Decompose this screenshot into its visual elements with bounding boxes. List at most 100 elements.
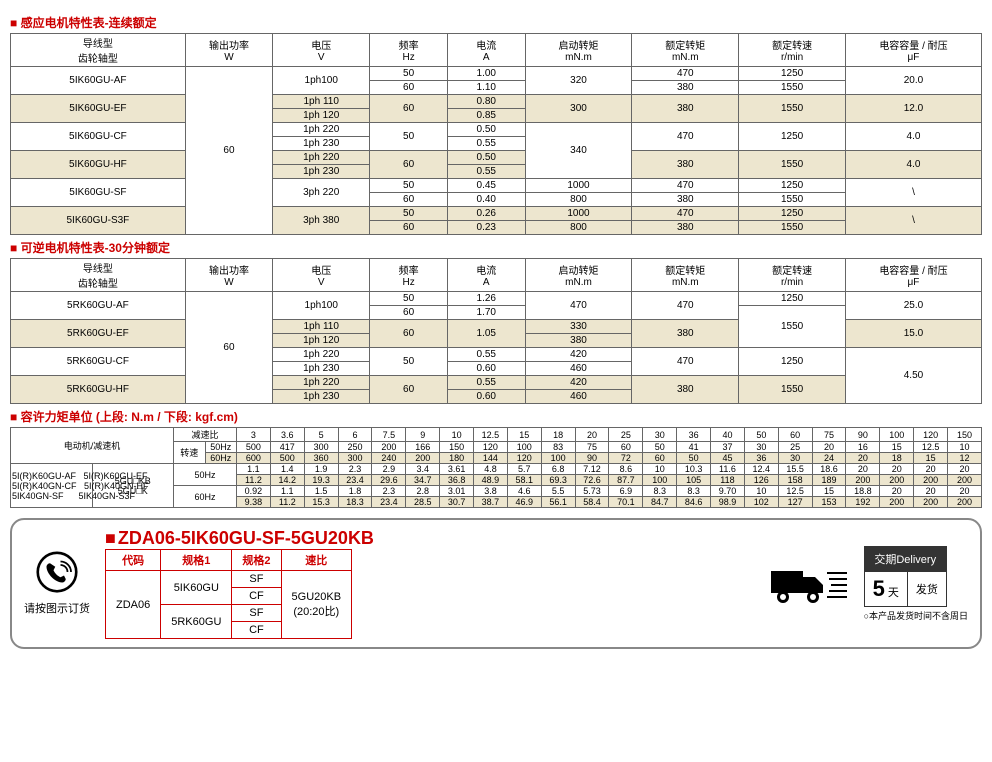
c: 420 — [525, 348, 632, 362]
c: 1.8 — [338, 486, 372, 497]
c: 12.5 — [914, 442, 948, 453]
c: 0.60 — [447, 390, 525, 404]
c: 240 — [372, 453, 406, 464]
c: 1.4 — [270, 464, 304, 475]
delivery-section: 交期Delivery 5 天发货 ○本产品发货时间不含周日 — [864, 546, 968, 622]
c: 69.3 — [541, 475, 575, 486]
h: 启动转矩mN.m — [525, 34, 632, 67]
c: 36 — [744, 453, 778, 464]
c: 15 — [880, 442, 914, 453]
h: 电压V — [273, 259, 370, 292]
c: 20 — [575, 428, 609, 442]
c: 41 — [677, 442, 711, 453]
phone-text: 请按图示订货 — [24, 600, 90, 616]
c: 180 — [440, 453, 474, 464]
c: 1550 — [739, 151, 846, 179]
c: 12.5 — [474, 428, 508, 442]
c: 4.0 — [845, 123, 981, 151]
c: 20 — [948, 464, 982, 475]
c: 200 — [880, 497, 914, 508]
c: 3.61 — [440, 464, 474, 475]
c: 166 — [406, 442, 440, 453]
c: 470 — [632, 292, 739, 320]
c: 30.7 — [440, 497, 474, 508]
c: 72 — [609, 453, 643, 464]
c: 50 — [370, 67, 448, 81]
c: 0.55 — [447, 376, 525, 390]
order-center: ZDA06-5IK60GU-SF-5GU20KB 代码规格1规格2速比 ZDA0… — [105, 528, 374, 639]
c: 470 — [632, 67, 739, 81]
c: 7.12 — [575, 464, 609, 475]
c: 发货 — [907, 571, 946, 606]
c: 189 — [812, 475, 846, 486]
c: 105 — [677, 475, 711, 486]
c: 45 — [711, 453, 745, 464]
c: 12.0 — [845, 95, 981, 123]
c: 5RK60GU-EF — [11, 320, 186, 348]
c: 5RK60GU-CF — [11, 348, 186, 376]
c: 1ph 120 — [273, 109, 370, 123]
c: 9 — [406, 428, 440, 442]
c: 1550 — [739, 376, 846, 404]
c: 50 — [744, 428, 778, 442]
h: 交期Delivery — [864, 546, 946, 571]
phone-section: 请按图示订货 — [24, 551, 90, 616]
c: 5RK60GU-AF — [11, 292, 186, 320]
c: 200 — [880, 475, 914, 486]
c: 460 — [525, 362, 632, 376]
c: 8.3 — [643, 486, 677, 497]
h: 电压V — [273, 34, 370, 67]
c: 0.55 — [447, 348, 525, 362]
c: 15 — [507, 428, 541, 442]
c: 320 — [525, 67, 632, 95]
c: 19.3 — [304, 475, 338, 486]
c: 20 — [914, 464, 948, 475]
c: 5I(R)K60GU-AF 5I(R)K60GU-EF 5I(R)K40GN-C… — [11, 464, 93, 508]
c: 5IK60GU-HF — [11, 151, 186, 179]
c: 3ph 220 — [273, 179, 370, 207]
c: 1ph 110 — [273, 95, 370, 109]
c: 340 — [525, 123, 632, 179]
c: 98.9 — [711, 497, 745, 508]
c: 60 — [185, 67, 272, 235]
c: 37 — [711, 442, 745, 453]
c: 8.6 — [609, 464, 643, 475]
c: 330 — [525, 320, 632, 334]
c: 120 — [914, 428, 948, 442]
c: 1.00 — [447, 67, 525, 81]
c: 800 — [525, 193, 632, 207]
c: 150 — [948, 428, 982, 442]
h: 电流A — [447, 34, 525, 67]
c: 60 — [370, 306, 448, 320]
c: 75 — [575, 442, 609, 453]
c: 0.55 — [447, 165, 525, 179]
c: 11.2 — [237, 475, 271, 486]
c: 36 — [677, 428, 711, 442]
c: 6 — [338, 428, 372, 442]
c: 14.2 — [270, 475, 304, 486]
c: 9.70 — [711, 486, 745, 497]
c: 9.38 — [237, 497, 271, 508]
h: 输出功率W — [185, 34, 272, 67]
c: 18.6 — [812, 464, 846, 475]
c: 60 — [370, 193, 448, 207]
c: 0.26 — [447, 207, 525, 221]
c: 10 — [948, 442, 982, 453]
c: 470 — [525, 292, 632, 320]
c: 100 — [507, 442, 541, 453]
c: 470 — [632, 123, 739, 151]
h: 转速 — [174, 442, 206, 464]
c: 1ph 220 — [273, 123, 370, 137]
c: 1550 — [739, 221, 846, 235]
c: 3.8 — [474, 486, 508, 497]
c: 25.0 — [845, 292, 981, 320]
c: 11.6 — [711, 464, 745, 475]
c: 200 — [914, 475, 948, 486]
c: 3ph 380 — [273, 207, 370, 235]
h: 启动转矩mN.m — [525, 259, 632, 292]
c: 1ph 230 — [273, 137, 370, 151]
c: 72.6 — [575, 475, 609, 486]
c: 3.01 — [440, 486, 474, 497]
c: 2.3 — [338, 464, 372, 475]
c: 1ph 220 — [273, 348, 370, 362]
